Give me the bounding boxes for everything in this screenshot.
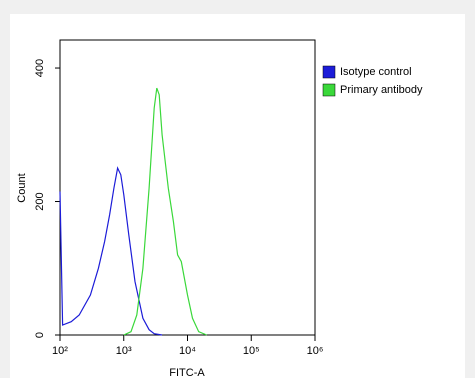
- legend-label: Primary antibody: [340, 84, 423, 96]
- y-axis-title: Count: [16, 173, 28, 202]
- y-tick-label: 200: [34, 192, 46, 210]
- y-tick-label: 400: [34, 59, 46, 77]
- x-tick-label: 10⁵: [243, 345, 260, 357]
- panel: [10, 14, 465, 378]
- x-tick-label: 10⁴: [179, 345, 196, 357]
- x-tick-label: 10²: [52, 345, 68, 357]
- legend-swatch: [322, 83, 336, 97]
- x-tick-label: 10⁶: [307, 345, 324, 357]
- histogram-line: [123, 87, 207, 336]
- x-tick-label: 10³: [116, 345, 132, 357]
- y-tick-label: 0: [34, 332, 46, 338]
- x-axis-title: FITC-A: [169, 367, 205, 378]
- histogram-line: [59, 166, 163, 336]
- legend-label: Isotype control: [340, 66, 412, 78]
- legend-swatch: [322, 65, 336, 79]
